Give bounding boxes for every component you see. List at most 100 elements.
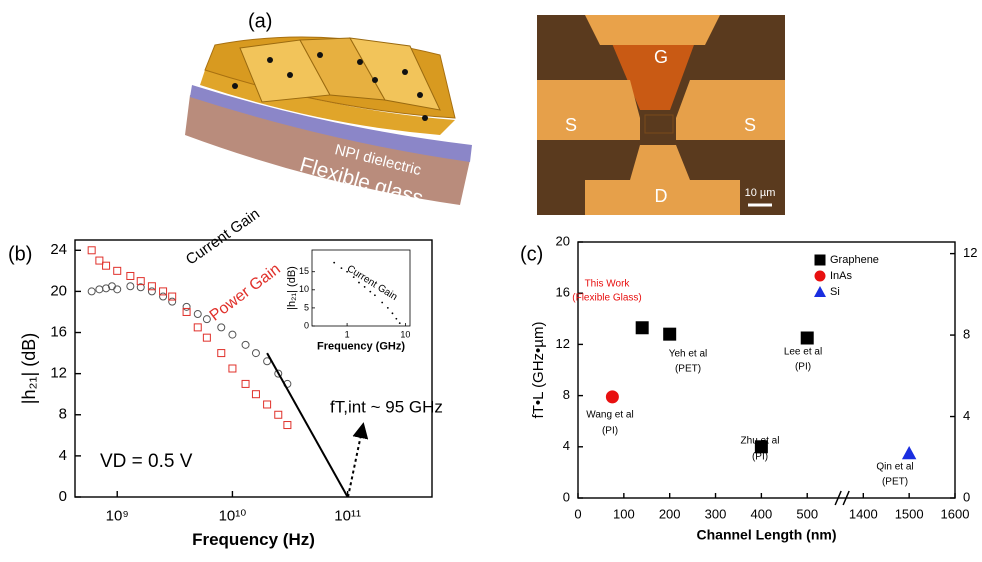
data-point [814, 286, 826, 297]
data-point [664, 328, 676, 340]
y-tick-label: 12 [556, 336, 570, 351]
x-axis-title: Channel Length (nm) [697, 526, 837, 542]
y-tick-label: 0 [304, 320, 309, 330]
data-point [387, 307, 389, 309]
data-point [242, 380, 249, 387]
annotation: (PI) [602, 426, 618, 437]
extrapolation-arrow [348, 430, 362, 497]
data-point [218, 324, 225, 331]
legend-label: InAs [830, 270, 853, 282]
y-tick-label: 4 [563, 438, 570, 453]
data-point [194, 311, 201, 318]
annotation: Zhu et al [741, 436, 780, 447]
data-point [96, 257, 103, 264]
data-point [264, 401, 271, 408]
data-point [381, 302, 383, 304]
data-point [333, 262, 335, 264]
annotation: (Flexible Glass) [572, 293, 641, 304]
data-point [374, 294, 376, 296]
y-tick-label: 20 [556, 233, 570, 248]
x-tick-label: 1 [345, 329, 350, 339]
data-point [96, 286, 103, 293]
y-axis-title: |h₂₁| (dB) [19, 333, 39, 404]
data-point [114, 286, 121, 293]
data-point [395, 318, 397, 320]
micrograph-label: D [655, 186, 668, 206]
data-point [358, 282, 360, 284]
figure: NPI dielectric Flexible glass (a) G S S … [0, 0, 982, 557]
data-point [229, 365, 236, 372]
y-tick-label: 0 [563, 489, 570, 504]
data-point [103, 262, 110, 269]
annotation: fT,int ~ 95 GHz [330, 397, 443, 416]
y-axis-title: fT•L (GHz•µm) [530, 322, 547, 419]
panel-label: (b) [8, 243, 32, 265]
x-tick-label: 1400 [849, 506, 878, 521]
data-point [242, 341, 249, 348]
legend-label: Si [830, 286, 840, 298]
annotation: (PET) [882, 477, 908, 488]
x-tick-label: 300 [705, 506, 727, 521]
x-axis-title: Frequency (Hz) [192, 530, 315, 549]
y-tick-label: 20 [50, 282, 67, 299]
data-point [169, 298, 176, 305]
annotation: (PI) [752, 452, 768, 463]
x-tick-label: 0 [574, 506, 581, 521]
micrograph-label: S [744, 115, 756, 135]
y-tick-label: 8 [563, 387, 570, 402]
x-axis-title: Frequency (GHz) [317, 341, 405, 353]
y2-tick-label: 0 [963, 489, 970, 504]
data-point [203, 316, 210, 323]
y-axis-title: |h₂₁| (dB) [286, 266, 298, 310]
y-tick-label: 5 [304, 302, 309, 312]
y-tick-label: 12 [50, 365, 67, 382]
micrograph-label: G [654, 47, 668, 67]
data-point [801, 332, 813, 344]
y-tick-label: 15 [299, 266, 309, 276]
data-point [127, 283, 134, 290]
x-tick-label: 1500 [895, 506, 924, 521]
data-point [252, 391, 259, 398]
data-point [229, 331, 236, 338]
annotation: Current Gain [183, 205, 263, 268]
scale-bar-label: 10 µm [745, 187, 776, 199]
x-tick-label: 10¹⁰ [219, 507, 247, 524]
panel-label: (c) [520, 243, 543, 265]
data-point [203, 334, 210, 341]
data-point [815, 271, 825, 281]
annotation: Lee et al [784, 347, 822, 358]
data-point [392, 312, 394, 314]
x-tick-label: 100 [613, 506, 635, 521]
y2-tick-label: 8 [963, 327, 970, 342]
device-illustration: NPI dielectric Flexible glass [185, 37, 472, 210]
y-tick-label: 24 [50, 241, 67, 258]
x-tick-label: 400 [751, 506, 773, 521]
panel-label: (a) [248, 10, 272, 32]
data-point [341, 267, 343, 269]
data-point [902, 446, 916, 459]
data-point [606, 391, 618, 403]
legend-label: Graphene [830, 254, 879, 266]
data-point [275, 411, 282, 418]
x-tick-label: 10 [400, 329, 410, 339]
data-point [114, 267, 121, 274]
y-tick-label: 4 [59, 447, 67, 464]
x-tick-label: 200 [659, 506, 681, 521]
y-tick-label: 16 [50, 323, 67, 340]
data-point [364, 286, 366, 288]
micrograph-label: S [565, 115, 577, 135]
data-point [369, 291, 371, 293]
annotation: (PI) [795, 362, 811, 373]
data-point [252, 350, 259, 357]
data-point [183, 303, 190, 310]
data-point [108, 283, 115, 290]
data-point [88, 288, 95, 295]
plot-frame [312, 250, 410, 326]
fit-line [267, 353, 348, 497]
data-point [160, 293, 167, 300]
y-tick-label: 10 [299, 284, 309, 294]
y-tick-label: 0 [59, 488, 67, 505]
y-tick-label: 8 [59, 406, 67, 423]
data-point [88, 247, 95, 254]
annotation: This Work [585, 279, 631, 290]
